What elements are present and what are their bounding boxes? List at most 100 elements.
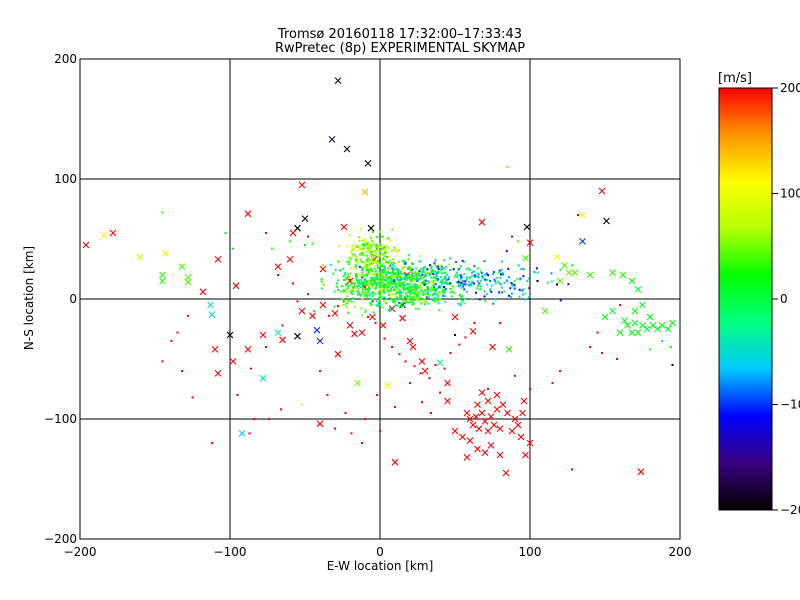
data-point-dot bbox=[670, 346, 672, 348]
cluster-point bbox=[433, 292, 436, 295]
data-point-x bbox=[211, 346, 219, 353]
cluster-point bbox=[473, 274, 476, 277]
cluster-point bbox=[384, 244, 387, 247]
data-point-dot bbox=[619, 304, 621, 306]
cluster-point bbox=[388, 268, 391, 271]
x-tick-label: −100 bbox=[214, 545, 247, 559]
cluster-point bbox=[411, 268, 414, 271]
cluster-point bbox=[344, 277, 347, 280]
data-point-dot bbox=[536, 280, 539, 282]
cluster-point bbox=[479, 270, 482, 273]
data-point-dot bbox=[307, 293, 309, 296]
cluster-point bbox=[418, 291, 421, 294]
cluster-point bbox=[393, 246, 396, 249]
cluster-point bbox=[380, 278, 383, 281]
cluster-point bbox=[394, 248, 397, 251]
cluster-point bbox=[359, 258, 362, 261]
cluster-point bbox=[429, 264, 432, 267]
data-point-dot bbox=[517, 240, 519, 243]
cluster-point bbox=[338, 245, 341, 248]
data-point-x bbox=[207, 301, 214, 309]
cluster-point bbox=[321, 263, 324, 266]
cluster-point bbox=[466, 290, 469, 293]
data-point-x bbox=[669, 319, 676, 327]
cluster-point bbox=[457, 281, 460, 284]
y-tick-label: −200 bbox=[44, 532, 77, 546]
cluster-point bbox=[479, 279, 482, 282]
cluster-point bbox=[433, 276, 436, 279]
cluster-point bbox=[411, 303, 414, 306]
cluster-point bbox=[436, 278, 439, 281]
data-point-x bbox=[616, 329, 624, 336]
data-point-x bbox=[643, 325, 651, 333]
data-point-x bbox=[469, 328, 477, 335]
cluster-point bbox=[346, 256, 349, 259]
cluster-point bbox=[434, 283, 437, 286]
cluster-point bbox=[385, 274, 388, 277]
cluster-point bbox=[381, 290, 384, 293]
data-point-x bbox=[466, 437, 474, 444]
cluster-point bbox=[413, 298, 416, 301]
cluster-point bbox=[371, 298, 374, 301]
cluster-point bbox=[389, 284, 392, 287]
cluster-point bbox=[396, 278, 399, 281]
cluster-point bbox=[415, 286, 418, 289]
cluster-point bbox=[424, 266, 427, 269]
cluster-point bbox=[445, 279, 448, 282]
cluster-point bbox=[385, 302, 388, 305]
data-point-dot bbox=[443, 367, 446, 370]
cluster-point bbox=[481, 276, 484, 279]
cluster-point bbox=[468, 276, 471, 279]
cluster-point bbox=[427, 293, 430, 296]
cluster-point bbox=[498, 282, 501, 285]
cluster-point bbox=[373, 293, 376, 296]
data-point-x bbox=[274, 329, 282, 336]
x-tick-label: −200 bbox=[64, 545, 97, 559]
cluster-point bbox=[471, 271, 474, 274]
data-point-x bbox=[481, 418, 489, 425]
cluster-point bbox=[358, 265, 361, 268]
cluster-point bbox=[436, 294, 439, 297]
cluster-point bbox=[382, 269, 385, 272]
cluster-point bbox=[360, 261, 363, 264]
data-point-x bbox=[358, 329, 366, 336]
cluster-point bbox=[503, 282, 506, 285]
cluster-point bbox=[377, 260, 380, 263]
data-point-x bbox=[451, 427, 459, 435]
data-point-x bbox=[561, 262, 568, 269]
cluster-point bbox=[407, 295, 410, 298]
data-point-x bbox=[631, 319, 639, 327]
data-point-x bbox=[367, 224, 375, 232]
data-point-x bbox=[259, 374, 267, 382]
cluster-point bbox=[424, 303, 427, 306]
cluster-point bbox=[392, 271, 395, 274]
cluster-point bbox=[399, 280, 402, 283]
cluster-point bbox=[476, 287, 479, 290]
cluster-point bbox=[460, 276, 463, 279]
cluster-point bbox=[490, 290, 493, 293]
cluster-point bbox=[360, 248, 363, 251]
cluster-point bbox=[339, 269, 342, 272]
cluster-point bbox=[381, 284, 384, 287]
data-point-x bbox=[159, 277, 166, 285]
cluster-point bbox=[420, 302, 423, 305]
cluster-point bbox=[387, 262, 390, 265]
cluster-point bbox=[486, 283, 489, 286]
data-point-x bbox=[496, 451, 504, 459]
data-point-x bbox=[279, 336, 286, 344]
cluster-point bbox=[380, 281, 383, 284]
cluster-point bbox=[399, 277, 402, 280]
cluster-point bbox=[349, 289, 352, 292]
cluster-point bbox=[447, 281, 450, 284]
data-point-x bbox=[609, 307, 616, 315]
cluster-point bbox=[320, 280, 323, 283]
cluster-point bbox=[464, 283, 467, 286]
cluster-point bbox=[382, 271, 385, 274]
cluster-point bbox=[546, 281, 549, 284]
cluster-point bbox=[432, 284, 435, 287]
cluster-point bbox=[408, 291, 411, 294]
cluster-point bbox=[443, 285, 446, 288]
cluster-point bbox=[404, 287, 407, 290]
data-point-x bbox=[244, 346, 252, 353]
cluster-point bbox=[361, 254, 364, 257]
